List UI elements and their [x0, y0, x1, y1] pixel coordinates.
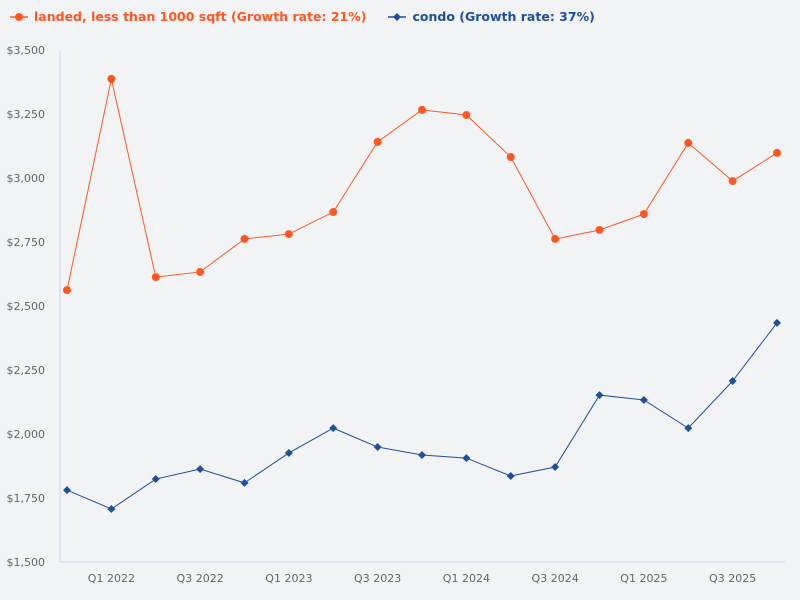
y-tick-label: $2,500 — [7, 300, 46, 313]
legend-label-condo: condo (Growth rate: 37%) — [412, 9, 595, 24]
x-tick-label: Q3 2025 — [709, 572, 756, 585]
circle-marker-icon — [10, 12, 28, 21]
y-tick-label: $2,000 — [7, 428, 46, 441]
data-point — [329, 208, 338, 217]
data-point — [506, 471, 515, 480]
legend-item-condo[interactable]: condo (Growth rate: 37%) — [388, 9, 595, 24]
data-point — [639, 395, 648, 404]
data-point — [684, 138, 693, 147]
data-point — [151, 475, 160, 484]
x-tick-label: Q1 2025 — [620, 572, 667, 585]
x-tick-label: Q1 2023 — [265, 572, 312, 585]
y-tick-label: $3,000 — [7, 172, 46, 185]
x-tick-label: Q1 2024 — [443, 572, 490, 585]
y-tick-label: $1,750 — [7, 492, 46, 505]
data-point — [196, 267, 205, 276]
legend: landed, less than 1000 sqft (Growth rate… — [10, 9, 595, 24]
data-point — [373, 443, 382, 452]
x-tick-label: Q3 2022 — [177, 572, 224, 585]
y-tick-label: $1,500 — [7, 556, 46, 569]
diamond-marker-icon — [388, 12, 407, 21]
data-point — [151, 273, 160, 282]
data-point — [418, 450, 426, 459]
x-tick-label: Q1 2022 — [88, 572, 135, 585]
legend-label-landed: landed, less than 1000 sqft (Growth rate… — [34, 9, 367, 24]
data-point — [773, 148, 781, 157]
data-point — [684, 424, 693, 433]
x-tick-label: Q3 2024 — [532, 572, 579, 585]
data-point — [240, 234, 249, 243]
data-point — [639, 210, 648, 219]
data-point — [728, 377, 737, 386]
legend-item-landed[interactable]: landed, less than 1000 sqft (Growth rate… — [10, 9, 366, 24]
data-point — [773, 318, 781, 327]
data-point — [284, 230, 293, 239]
y-tick-label: $2,750 — [7, 236, 46, 249]
data-point — [240, 478, 249, 487]
data-point — [506, 153, 515, 162]
data-point — [551, 234, 560, 243]
data-point — [107, 505, 116, 514]
data-point — [595, 225, 604, 234]
data-point — [462, 111, 471, 120]
data-point — [63, 486, 71, 495]
data-point — [373, 137, 382, 146]
data-point — [107, 74, 116, 83]
y-tick-label: $3,500 — [7, 44, 46, 57]
data-point — [329, 424, 338, 433]
data-point — [462, 454, 471, 463]
data-point — [418, 105, 426, 114]
data-point — [196, 465, 205, 474]
y-tick-label: $3,250 — [7, 108, 46, 121]
x-tick-label: Q3 2023 — [354, 572, 401, 585]
data-point — [63, 286, 71, 295]
data-point — [595, 391, 604, 400]
y-tick-label: $2,250 — [7, 364, 46, 377]
series-line-1 — [66, 322, 778, 510]
data-point — [728, 177, 737, 186]
data-point — [284, 448, 293, 457]
data-point — [551, 463, 560, 472]
